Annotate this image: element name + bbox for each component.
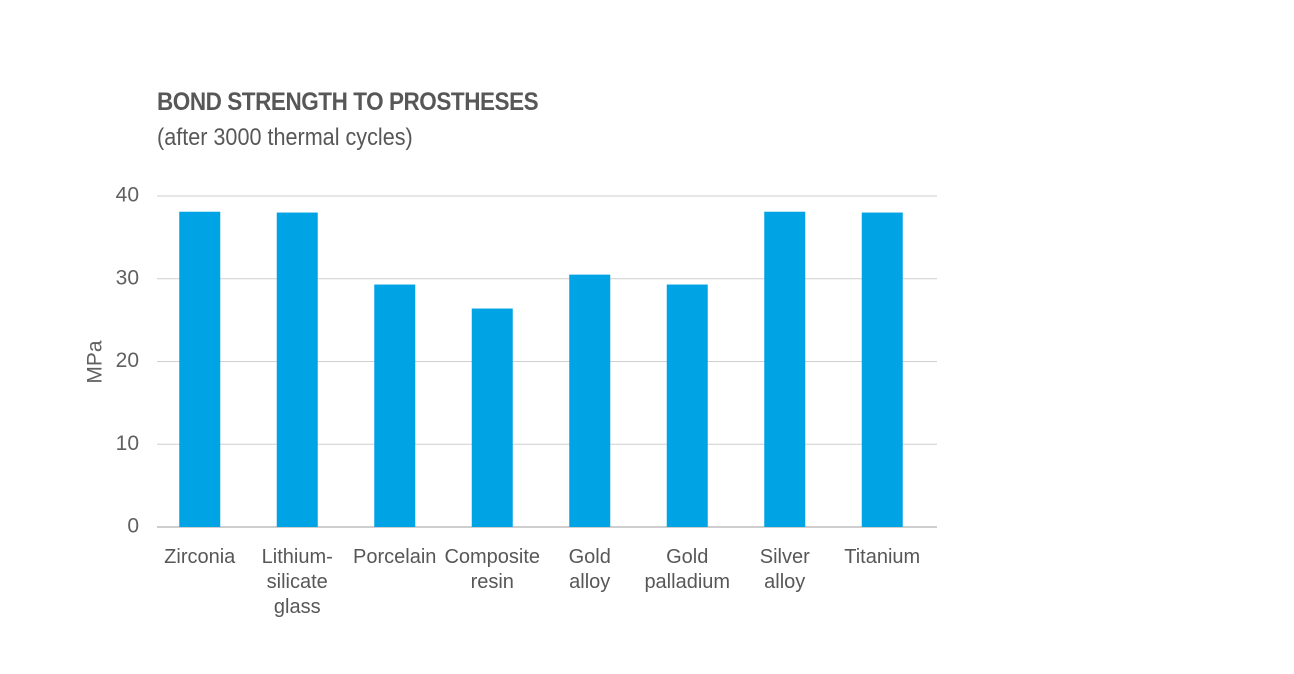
x-tick-label: Lithium-silicate glass [262,546,333,618]
bar [276,212,318,528]
bar [179,211,221,527]
chart-title: BOND STRENGTH TO PROSTHESES [157,88,539,116]
x-tick-label: Composite resin [444,546,540,593]
bar [471,308,513,527]
x-tick-label: Titanium [844,546,920,568]
bar [569,274,611,527]
chart-subtitle: (after 3000 thermal cycles) [157,124,413,151]
y-tick-label: 40 [116,184,139,207]
bar [666,284,708,527]
x-tick-label: Porcelain [353,546,436,568]
y-tick-label: 0 [127,515,139,538]
bar [764,211,806,527]
x-tick-label: Silver alloy [760,546,810,593]
y-tick-label: 20 [116,349,139,372]
y-tick-label: 30 [116,266,139,289]
bar [374,284,416,527]
y-axis-label: MPa [84,340,107,384]
bar [861,212,903,528]
x-tick-label: Gold alloy [569,546,611,593]
x-tick-label: Gold palladium [644,546,730,593]
x-tick-label: Zirconia [164,546,236,568]
y-tick-label: 10 [116,432,139,455]
